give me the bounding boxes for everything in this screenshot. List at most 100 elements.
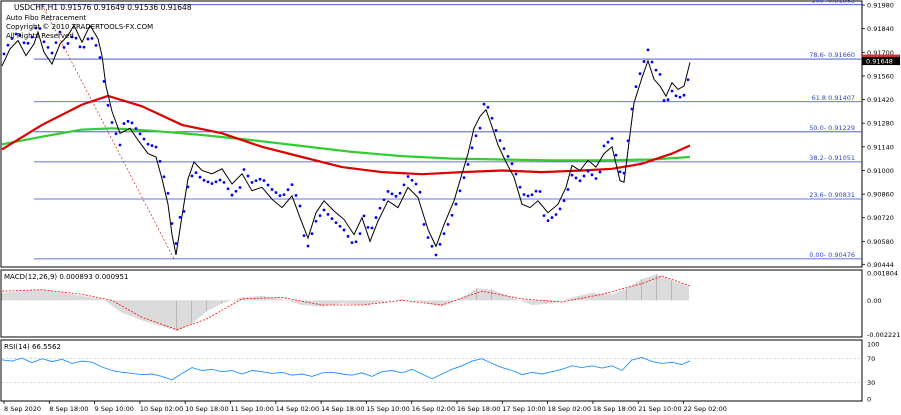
sar-dot [562,199,566,203]
sar-dot [202,178,206,182]
sar-dot [94,44,98,47]
sar-dot [390,192,394,196]
sar-dot [650,60,654,64]
sar-dot [186,185,190,189]
sar-dot [570,173,574,177]
sar-dot [10,37,14,40]
sar-dot [422,223,426,226]
sar-dot [262,179,266,182]
x-tick-label: 18 Sep 18:00 [593,405,636,413]
sar-dot [146,142,150,146]
sar-dot [618,170,622,174]
sar-dot [662,99,666,102]
rsi-tick-label: 0 [867,396,871,404]
sar-dot [70,35,74,39]
sar-dot [134,127,138,130]
sar-dot [638,72,642,76]
sar-dot [30,35,34,39]
macd-tick-label: 0.001804 [867,269,898,277]
ma-green-line [1,127,691,162]
sar-dot [210,182,214,185]
sar-dot [454,202,458,206]
sar-dot [430,244,434,248]
sar-dot [74,36,78,40]
main-y-axis: 0.91980 0.91840 0.91700 0.91560 0.91420 0.912… [862,2,900,269]
sar-dot [442,232,446,236]
x-tick-label: 10 Sep 02:00 [140,405,183,413]
sar-dot [354,240,358,244]
sar-dot [666,98,670,102]
sar-dot [678,95,682,99]
sar-dot [298,204,302,208]
fib-level-label: 23.6- 0.90831 [809,191,855,199]
sar-dot [414,182,418,186]
sar-dot [310,232,314,236]
sar-dot [514,172,518,176]
sar-dot [38,27,42,30]
sar-dot [534,189,538,193]
fib-level-label: 61.8 0.91407 [812,94,855,102]
sar-dot [250,181,254,184]
sar-dot [302,234,306,237]
sar-dot [578,179,582,183]
sar-dot [130,121,134,125]
fib-level-label: 78.6- 0.91660 [809,51,855,59]
sar-dot [114,132,118,136]
y-tick-label: 0.91700 [867,49,894,57]
x-tick-label: 21 Sep 10:00 [638,405,681,413]
sar-dot [506,154,510,158]
sar-dot [670,89,674,93]
sar-dot [190,174,194,178]
sar-dot [378,206,382,210]
sar-dot [366,226,370,229]
x-tick-label: 18 Sep 02:00 [548,405,591,413]
rsi-line [1,357,691,381]
symbol-header: USDCHF,H1 0.91576 0.91649 0.91536 0.9164… [14,3,192,12]
sar-dot [214,180,218,184]
sar-dot [594,177,598,180]
x-tick-label: 15 Sep 10:00 [366,405,409,413]
sar-dot [274,191,278,194]
sar-dot [6,43,10,47]
sar-dot [110,121,114,124]
sar-dot [630,107,634,111]
x-axis: 8 Sep 2020 8 Sep 18:00 9 Sep 10:00 10 Sep 0… [3,401,727,413]
sar-dot [246,174,250,178]
macd-signal-line [1,275,691,331]
sar-dot [674,94,678,98]
sar-dot [286,188,290,192]
sar-dot [206,180,210,184]
sar-dot [14,32,18,36]
sar-dot [34,26,38,30]
sar-dot [418,190,422,194]
y-tick-label: 0.91000 [867,167,894,175]
sar-dot [386,190,390,193]
sar-dot [402,183,406,187]
sar-dot [486,105,490,109]
sar-dot [218,178,222,182]
sar-dot [446,223,450,226]
sar-dot [642,60,646,63]
sar-dot [86,37,90,41]
macd-title: MACD(12,26,9) 0.000893 0.000951 [4,273,128,281]
sar-dot [162,175,166,179]
sar-dot [494,128,498,132]
sar-dot [126,119,130,123]
sar-dot [682,93,686,97]
sar-dot [610,137,614,140]
sar-dot [98,56,102,59]
sar-dot [502,147,506,151]
sar-dot [382,198,386,202]
x-tick-label: 16 Sep 18:00 [457,405,500,413]
sar-dot [574,176,578,180]
sar-dot [338,224,342,228]
sar-dot [550,216,554,219]
sar-dot [242,168,246,171]
sar-dot [526,194,530,198]
sar-dot [46,45,50,49]
sar-dot [50,51,54,55]
rsi-tick-label: 30 [867,379,875,387]
sar-dot [322,208,326,212]
sar-dot [426,236,430,239]
sar-dot [222,180,226,184]
